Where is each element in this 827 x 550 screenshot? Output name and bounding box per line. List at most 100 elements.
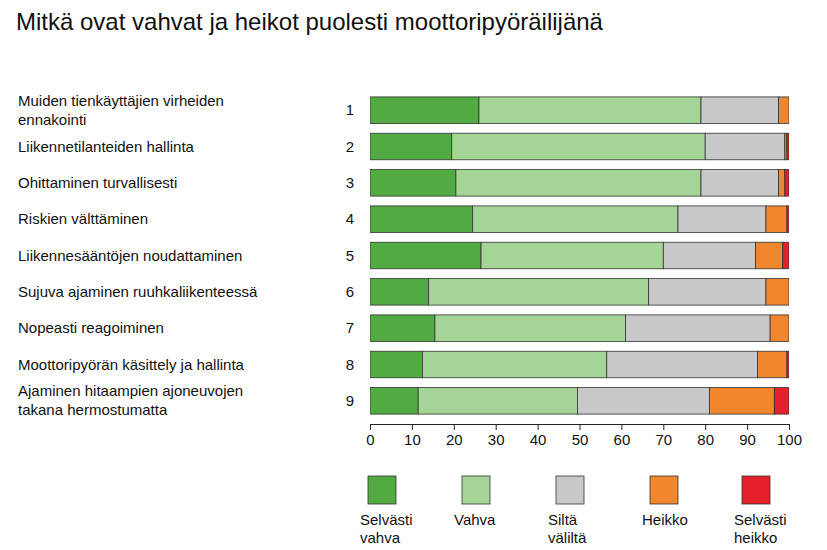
- bar-segment: [418, 388, 577, 415]
- bar-segment: [473, 206, 678, 233]
- bar-segment: [370, 315, 435, 342]
- tick-label: 50: [572, 431, 589, 448]
- tick: 60: [614, 424, 631, 448]
- category-number: 1: [346, 101, 354, 118]
- legend-label: Selvästiheikko: [734, 511, 787, 546]
- tick-label: 100: [777, 431, 802, 448]
- tick-label: 0: [366, 431, 374, 448]
- tick-label: 10: [404, 431, 421, 448]
- axis-line: [371, 425, 790, 431]
- tick-mark: [496, 424, 497, 430]
- bar-segment: [422, 351, 606, 378]
- bar-segment: [774, 388, 789, 415]
- bar-segment: [709, 388, 774, 415]
- legend-label: Siltäväliltä: [548, 511, 587, 546]
- tick-mark: [538, 424, 539, 430]
- category-label: Moottoripyörän käsittely ja hallinta: [18, 356, 245, 373]
- bar-segment: [435, 315, 626, 342]
- bar-segment: [783, 242, 789, 269]
- legend-swatch: [368, 476, 396, 504]
- bar-segment: [755, 242, 782, 269]
- bar-segment: [701, 170, 779, 197]
- tick: 40: [530, 424, 547, 448]
- bar-segment: [370, 279, 429, 306]
- title: Mitkä ovat vahvat ja heikot puolesti moo…: [16, 8, 604, 35]
- bar-segment: [766, 206, 787, 233]
- x-axis: 0 10 20 30 40 50 60 70 80 90 100: [366, 424, 802, 448]
- tick-label: 20: [446, 431, 463, 448]
- bar-segment: [779, 97, 789, 124]
- bar-segment: [785, 170, 789, 197]
- category-label: Ajaminen hitaampien ajoneuvojentakana he…: [18, 382, 243, 418]
- bar-segment: [370, 388, 418, 415]
- category-label: Nopeasti reagoiminen: [18, 319, 164, 336]
- bar-segment: [787, 351, 789, 378]
- bar-segment: [479, 97, 701, 124]
- tick-mark: [580, 424, 581, 430]
- category-label: Sujuva ajaminen ruuhkaliikenteessä: [18, 283, 258, 300]
- legend-swatch: [556, 476, 584, 504]
- category-number: 3: [346, 174, 354, 191]
- bar-segment: [370, 97, 479, 124]
- chart: Mitkä ovat vahvat ja heikot puolesti moo…: [0, 0, 827, 550]
- tick-label: 30: [488, 431, 505, 448]
- tick-mark: [454, 424, 455, 430]
- bar-segment: [452, 133, 705, 160]
- bar-segment: [779, 170, 785, 197]
- category-label: Liikennetilanteiden hallinta: [18, 138, 195, 155]
- category-label: Liikennesääntöjen noudattaminen: [18, 247, 242, 264]
- tick-mark: [789, 424, 790, 430]
- tick-mark: [412, 424, 413, 430]
- category-labels: Muiden tienkäyttäjien virheidenennakoint…: [18, 92, 354, 419]
- bar-segment: [429, 279, 649, 306]
- legend-label: Heikko: [642, 511, 688, 528]
- legend-swatch: [742, 476, 770, 504]
- tick: 90: [739, 424, 756, 448]
- tick-mark: [705, 424, 706, 430]
- bar-segment: [481, 242, 663, 269]
- tick: 0: [366, 424, 374, 448]
- bar-segment: [370, 133, 452, 160]
- category-number: 5: [346, 247, 354, 264]
- category-number: 8: [346, 356, 354, 373]
- category-number: 4: [346, 210, 354, 227]
- tick: 80: [697, 424, 714, 448]
- bar-segment: [789, 97, 790, 124]
- bar-segment: [370, 170, 456, 197]
- tick-mark: [747, 424, 748, 430]
- tick-label: 40: [530, 431, 547, 448]
- bar-segment: [787, 133, 789, 160]
- category-number: 2: [346, 138, 354, 155]
- bar-segment: [626, 315, 771, 342]
- category-number: 6: [346, 283, 354, 300]
- bar-segment: [770, 315, 789, 342]
- tick-label: 60: [614, 431, 631, 448]
- bar-segment: [705, 133, 785, 160]
- category-number: 7: [346, 319, 354, 336]
- bar-segment: [370, 206, 473, 233]
- legend-swatch: [650, 476, 678, 504]
- bar-segment: [789, 315, 790, 342]
- bar-segment: [370, 242, 481, 269]
- tick-mark: [663, 424, 664, 430]
- tick: 30: [488, 424, 505, 448]
- tick: 10: [404, 424, 421, 448]
- category-number: 9: [346, 392, 354, 409]
- tick: 70: [655, 424, 672, 448]
- bar-segment: [607, 351, 758, 378]
- bars: [370, 97, 789, 414]
- bar-segment: [787, 206, 789, 233]
- bar-segment: [758, 351, 787, 378]
- tick-label: 70: [655, 431, 672, 448]
- category-label: Ohittaminen turvallisesti: [18, 174, 177, 191]
- tick-label: 90: [739, 431, 756, 448]
- tick-mark: [370, 424, 371, 430]
- legend-swatch: [462, 476, 490, 504]
- bar-segment: [577, 388, 709, 415]
- bar-segment: [701, 97, 779, 124]
- bar-segment: [456, 170, 701, 197]
- tick-label: 80: [697, 431, 714, 448]
- bar-segment: [789, 279, 790, 306]
- tick: 100: [777, 424, 802, 448]
- bar-segment: [663, 242, 755, 269]
